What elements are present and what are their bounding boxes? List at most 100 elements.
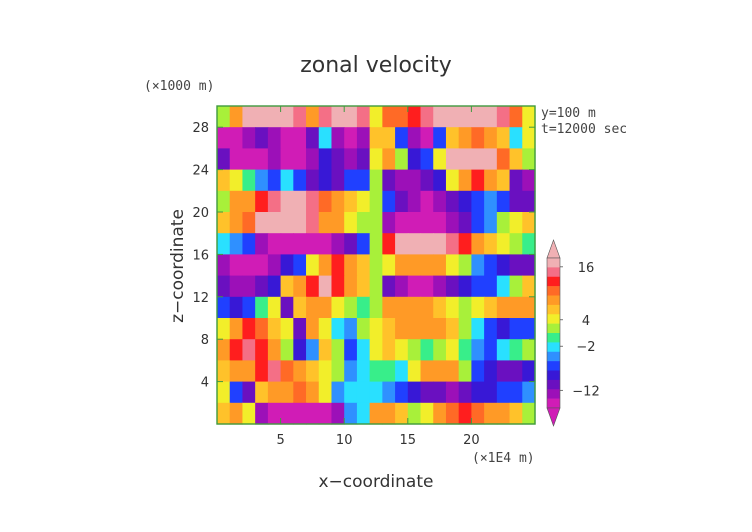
- colorbar-label: 16: [578, 261, 595, 276]
- heatmap-cell: [496, 254, 511, 277]
- heatmap-cell: [369, 254, 383, 277]
- heatmap-cell: [458, 296, 472, 319]
- heatmap-cell: [229, 212, 244, 234]
- colorbar-swatch: [547, 379, 560, 390]
- heatmap-cell: [382, 190, 396, 213]
- heatmap-cell: [509, 339, 523, 361]
- heatmap-cell: [496, 402, 511, 425]
- heatmap-cell: [344, 339, 358, 361]
- x-axis-label: x−coordinate: [319, 472, 434, 492]
- heatmap-cell: [280, 296, 294, 319]
- heatmap-cell: [471, 169, 485, 192]
- heatmap-cell: [407, 212, 422, 234]
- heatmap-cell: [344, 275, 358, 298]
- colorbar-swatch: [547, 370, 560, 381]
- heatmap-cell: [395, 127, 409, 149]
- heatmap-cell: [509, 275, 523, 298]
- heatmap-cell: [433, 275, 447, 298]
- heatmap-cell: [407, 233, 422, 255]
- heatmap-cell: [331, 318, 345, 340]
- heatmap-cell: [267, 212, 282, 234]
- heatmap-cell: [331, 169, 345, 192]
- colorbar-max-arrow: [546, 239, 561, 259]
- heatmap-cell: [407, 296, 422, 319]
- heatmap-cell: [331, 381, 345, 404]
- heatmap-cell: [433, 318, 447, 340]
- heatmap-cell: [445, 254, 460, 277]
- colorbar-swatch: [547, 314, 560, 324]
- heatmap-cell: [445, 402, 460, 425]
- y-tick-label: 20: [192, 206, 209, 221]
- heatmap-cell: [242, 233, 256, 255]
- y-tick-label: 12: [192, 291, 209, 306]
- heatmap-cell: [369, 296, 383, 319]
- heatmap-cell: [445, 296, 460, 319]
- heatmap-cell: [306, 381, 320, 404]
- heatmap-cell: [255, 233, 269, 255]
- heatmap-cell: [433, 254, 447, 277]
- colorbar-min-arrow: [546, 407, 561, 427]
- heatmap-cell: [356, 212, 371, 234]
- heatmap-cell: [344, 169, 358, 192]
- heatmap-cell: [395, 296, 409, 319]
- colorbar-swatch: [547, 323, 560, 334]
- heatmap-cell: [229, 402, 244, 425]
- heatmap-cell: [382, 169, 396, 192]
- heatmap-cell: [369, 402, 383, 425]
- heatmap-cell: [522, 318, 536, 340]
- colorbar-swatch: [547, 286, 560, 296]
- heatmap-cell: [229, 254, 244, 277]
- heatmap-cell: [242, 360, 256, 383]
- heatmap-cell: [509, 360, 523, 383]
- heatmap-cell: [280, 148, 294, 171]
- heatmap-cell: [280, 106, 294, 128]
- heatmap-cell: [267, 339, 282, 361]
- heatmap-cell: [395, 212, 409, 234]
- heatmap-cell: [293, 318, 307, 340]
- heatmap-cell: [293, 233, 307, 255]
- heatmap-cell: [255, 402, 269, 425]
- heatmap-cell: [407, 381, 422, 404]
- heatmap-cell: [496, 233, 511, 255]
- heatmap-cell: [306, 169, 320, 192]
- heatmap-cell: [484, 254, 498, 277]
- heatmap-cell: [395, 318, 409, 340]
- heatmap-cell: [522, 254, 536, 277]
- heatmap-cell: [255, 190, 269, 213]
- heatmap-cell: [445, 339, 460, 361]
- heatmap-cell: [433, 169, 447, 192]
- y-tick-label: 28: [192, 121, 209, 136]
- heatmap-cell: [318, 127, 333, 149]
- heatmap-cell: [484, 148, 498, 171]
- heatmap-cell: [229, 360, 244, 383]
- heatmap-cell: [318, 381, 333, 404]
- heatmap-cell: [509, 190, 523, 213]
- heatmap-cell: [242, 339, 256, 361]
- heatmap-cell: [382, 275, 396, 298]
- heatmap-cell: [395, 360, 409, 383]
- heatmap-cell: [471, 127, 485, 149]
- heatmap-cell: [407, 275, 422, 298]
- heatmap-cell: [445, 127, 460, 149]
- heatmap-cell: [382, 148, 396, 171]
- colorbar-swatch: [547, 342, 560, 353]
- heatmap-cell: [306, 106, 320, 128]
- heatmap-cell: [217, 233, 231, 255]
- heatmap-cell: [255, 360, 269, 383]
- heatmap-cell: [509, 296, 523, 319]
- heatmap-cell: [331, 360, 345, 383]
- heatmap-cell: [395, 233, 409, 255]
- heatmap-cell: [522, 381, 536, 404]
- heatmap-cells: [217, 106, 536, 425]
- heatmap-cell: [280, 127, 294, 149]
- heatmap-cell: [471, 360, 485, 383]
- heatmap-cell: [267, 296, 282, 319]
- heatmap-cell: [407, 190, 422, 213]
- heatmap-cell: [484, 127, 498, 149]
- heatmap-cell: [445, 275, 460, 298]
- heatmap-cell: [471, 381, 485, 404]
- heatmap-cell: [293, 254, 307, 277]
- heatmap-cell: [484, 402, 498, 425]
- heatmap-cell: [318, 296, 333, 319]
- heatmap-cell: [484, 318, 498, 340]
